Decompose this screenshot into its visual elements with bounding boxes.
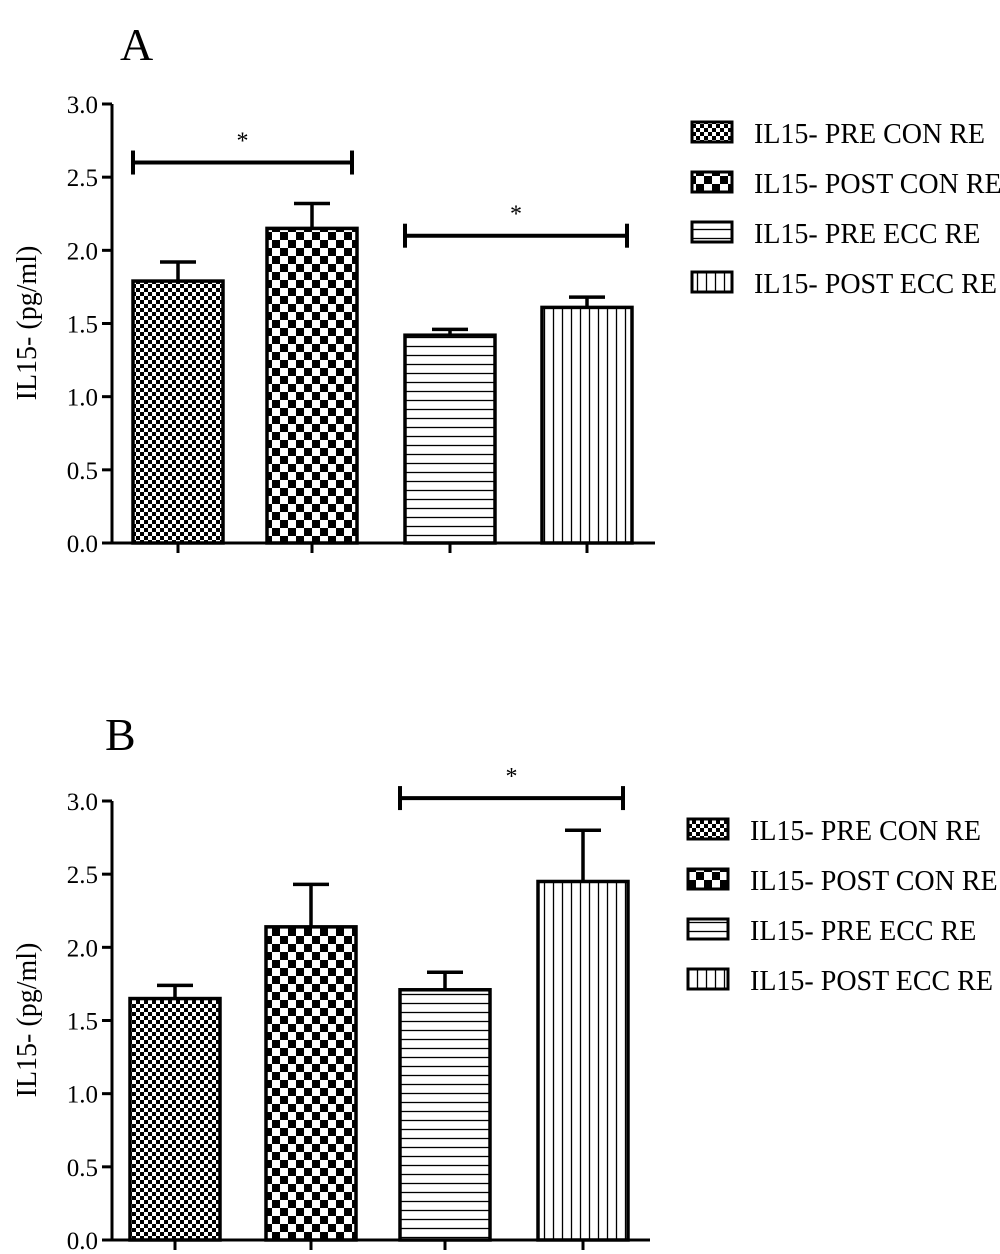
legend-label: IL15- POST ECC RE [750,966,993,997]
legend-label: IL15- PRE CON RE [754,119,985,150]
panel-label: A [120,19,153,70]
legend-label: IL15- POST CON RE [750,866,998,897]
chart-panel-a: A IL15- (pg/ml) 0.00.51.01.52.02.53.0 **… [12,19,1000,558]
legend-label: IL15- PRE ECC RE [754,219,980,250]
legend-swatch [686,817,730,841]
y-axis-title: IL15- (pg/ml) [12,246,43,401]
y-tick-label: 2.0 [67,935,98,962]
bar [128,996,222,1242]
legend-label: IL15- PRE CON RE [750,816,981,847]
bar [536,879,630,1242]
legend-swatch [690,170,734,194]
bar [265,226,359,545]
panel-label: B [105,709,136,760]
y-tick-label: 0.5 [67,458,98,485]
legend-label: IL15- POST ECC RE [754,269,997,300]
y-tick-label: 0.5 [67,1155,98,1182]
legend-swatch [686,867,730,891]
axes: 0.0 0.5 1.0 1.5 2.0 2.5 3.0 [67,789,650,1254]
y-tick-label: 0.0 [67,1228,98,1254]
y-tick-label: 1.0 [67,1082,98,1109]
y-tick-label: 2.5 [67,165,98,192]
bar [131,279,225,545]
chart-panel-b: B IL15- (pg/ml) 0.00.51.01.52.02.53.0 * … [12,709,998,1254]
bars [131,201,634,545]
significance-markers: * [398,764,625,811]
y-tick-label: 1.0 [67,385,98,412]
y-axis-title: IL15- (pg/ml) [12,943,43,1098]
significance-star: * [506,764,518,790]
legend-swatch [690,120,734,144]
y-tick-label: 3.0 [67,789,98,816]
y-tick-label: 2.5 [67,862,98,889]
y-tick-label: 3.0 [67,92,98,119]
bar [540,305,634,545]
y-tick-label: 0.0 [67,531,98,558]
legend-swatch [686,967,730,991]
bar [398,988,492,1242]
legend-label: IL15- POST CON RE [754,169,1000,200]
legend-label: IL15- PRE ECC RE [750,916,976,947]
bars [128,828,630,1242]
bar [403,333,497,545]
y-tick-label: 2.0 [67,238,98,265]
axes: 0.0 0.5 1.0 1.5 2.0 2.5 3.0 [67,92,655,558]
legend: IL15- PRE CON RE IL15- POST CON RE IL15- P… [690,119,1000,300]
legend-swatch [690,220,734,244]
legend-swatch [686,917,730,941]
significance-star: * [237,129,249,155]
y-tick-label: 1.5 [67,1009,98,1036]
significance-star: * [510,202,522,228]
bar [264,925,358,1242]
y-tick-label: 1.5 [67,312,98,339]
legend: IL15- PRE CON RE IL15- POST CON RE IL15- P… [686,816,998,997]
significance-markers: ** [131,129,629,248]
legend-swatch [690,270,734,294]
